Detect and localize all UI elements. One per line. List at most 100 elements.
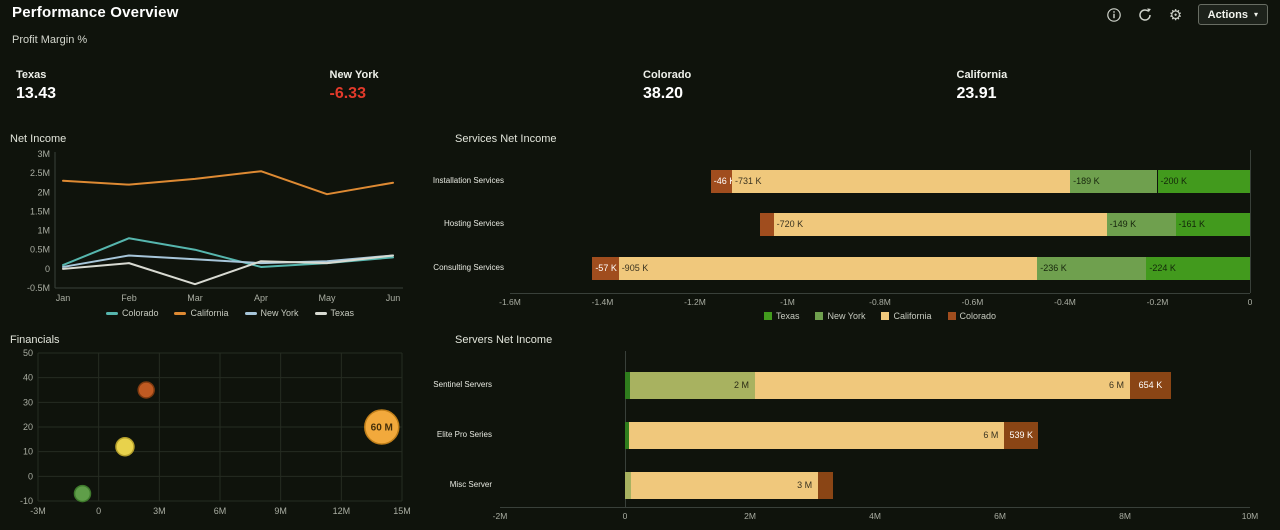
bubble-1[interactable] <box>73 484 92 503</box>
category-label-installation-services: Installation Services <box>432 176 504 185</box>
page-title: Performance Overview <box>12 4 179 21</box>
bar-value-label: -189 K <box>1073 176 1100 186</box>
bar-segment-elite-pro-series[interactable]: 6 M <box>629 421 1005 449</box>
y-tick-label: 1M <box>37 226 50 236</box>
legend-item-california[interactable]: California <box>881 311 932 321</box>
kpi-tile-colorado[interactable]: Colorado 38.20 <box>643 69 957 103</box>
profit-margin-section-label: Profit Margin % <box>12 34 88 46</box>
financials-plot[interactable]: -3M 0 3M 6M 9M 12M 15M 50 40 30 20 10 0 -10 60 M <box>10 349 450 521</box>
line-series-new-york[interactable] <box>62 254 394 268</box>
bar-value-label: 6 M <box>1108 380 1124 390</box>
bar-segment-sentinel-servers[interactable]: 2 M <box>630 371 755 399</box>
x-tick-label: 3M <box>153 506 166 516</box>
services-net-income-title: Services Net Income <box>455 133 557 145</box>
net-income-title: Net Income <box>10 133 67 145</box>
bar-segment-sentinel-servers[interactable]: 6 M <box>755 371 1130 399</box>
bar-segment-elite-pro-series[interactable]: 539 K <box>1004 421 1039 449</box>
legend-label: Texas <box>330 308 355 318</box>
bar-value-label: 6 M <box>983 430 999 440</box>
bar-value-label: -57 K <box>595 263 617 273</box>
bubble-value-label: 60 M <box>371 423 393 434</box>
x-tick-label: 4M <box>869 511 881 521</box>
info-icon[interactable] <box>1105 6 1123 24</box>
bar-segment-sentinel-servers[interactable]: 654 K <box>1130 371 1171 399</box>
x-axis-line <box>510 293 1250 294</box>
bubble-4[interactable] <box>364 409 400 445</box>
bubble-2[interactable] <box>115 436 135 457</box>
bar-value-label: -149 K <box>1109 219 1137 229</box>
x-tick-label: -1.2M <box>684 297 706 307</box>
servers-net-income-plot[interactable]: -2M 0 2M 4M 6M 8M 10M Sentinel Servers 2 M 6 M 654… <box>430 351 1275 529</box>
bar-segment-misc-server[interactable] <box>818 471 833 499</box>
kpi-label: Texas <box>16 69 47 81</box>
header: Performance Overview ⚙ Actions ▾ <box>0 0 1280 30</box>
legend-item-new-york[interactable]: New York <box>815 311 865 321</box>
line-series-california[interactable] <box>62 170 394 196</box>
y-tick-label: 40 <box>23 373 33 383</box>
x-tick-label: 12M <box>333 506 351 516</box>
bar-segment-hosting-services-new-york[interactable]: -149 K <box>1106 212 1176 236</box>
net-income-plot[interactable]: 3M 2.5M 2M 1.5M 1M 0.5M 0 -0.5M Jan Feb Mar Apr May J… <box>10 148 450 306</box>
x-tick-label: 8M <box>1119 511 1131 521</box>
bar-value-label: -731 K <box>735 176 762 186</box>
bar-value-label: -720 K <box>776 219 804 229</box>
y-tick-label: 3M <box>37 149 50 159</box>
bar-segment-consulting-services-california[interactable]: -905 K <box>618 256 1038 280</box>
legend-item-texas[interactable]: Texas <box>763 311 799 321</box>
line-series-colorado[interactable] <box>62 237 394 268</box>
refresh-icon[interactable] <box>1136 6 1154 24</box>
kpi-value: 38.20 <box>643 85 684 102</box>
kpi-label: California <box>956 69 1008 81</box>
legend-swatch <box>881 312 890 320</box>
actions-button[interactable]: Actions ▾ <box>1197 4 1268 25</box>
bar-value-label: -46 K <box>713 176 736 186</box>
y-tick-label: 30 <box>23 397 33 407</box>
category-label-sentinel-servers: Sentinel Servers <box>433 380 492 389</box>
kpi-tile-new-york[interactable]: New York -6.33 <box>330 69 644 103</box>
x-tick-label: 9M <box>274 506 287 516</box>
legend-swatch <box>815 312 824 320</box>
bar-segment-installation-services-california[interactable]: -731 K <box>732 169 1071 193</box>
zero-line <box>1250 150 1251 293</box>
legend-item-colorado[interactable]: Colorado <box>947 311 996 321</box>
y-tick-label: 0.5M <box>30 245 50 255</box>
x-tick-label: -2M <box>492 511 508 521</box>
bar-segment-sentinel-servers[interactable] <box>625 371 630 399</box>
bar-segment-installation-services-texas[interactable]: -200 K <box>1157 169 1250 193</box>
gear-icon[interactable]: ⚙ <box>1168 5 1183 24</box>
bar-segment-misc-server[interactable]: 3 M <box>630 471 819 499</box>
bubble-3[interactable] <box>137 381 155 399</box>
category-label-elite-pro-series: Elite Pro Series <box>436 430 492 439</box>
legend-item-new-york[interactable]: New York <box>244 308 299 318</box>
bar-segment-consulting-services-texas[interactable]: -224 K <box>1146 256 1250 280</box>
services-net-income-plot[interactable]: -1.6M -1.4M -1.2M -1M -0.8M -0.6M -0.4M -0.2M 0 I… <box>433 150 1275 308</box>
bar-segment-installation-services-colorado[interactable]: -46 K <box>710 169 735 193</box>
kpi-tile-california[interactable]: California 23.91 <box>957 69 1271 103</box>
services-net-income-legend: Texas New York California Colorado <box>510 311 1250 321</box>
bar-segment-consulting-services-new-york[interactable]: -236 K <box>1037 256 1147 280</box>
bar-segment-consulting-services-colorado[interactable]: -57 K <box>592 256 619 280</box>
bar-value-label: -161 K <box>1178 219 1206 229</box>
financials-title: Financials <box>10 334 60 346</box>
bar-value-label: 539 K <box>1009 430 1033 440</box>
kpi-row: Texas 13.43 New York -6.33 Colorado 38.20 Cali… <box>16 69 1270 103</box>
legend-item-colorado[interactable]: Colorado <box>105 308 158 318</box>
x-tick-label: -1.4M <box>591 297 614 307</box>
bar-segment-elite-pro-series[interactable] <box>625 421 630 449</box>
bar-segment-hosting-services-colorado[interactable] <box>759 212 774 236</box>
x-tick-label: 10M <box>1241 511 1259 521</box>
bar-value-label: 2 M <box>733 380 749 390</box>
bar-value-label: 654 K <box>1138 380 1163 390</box>
bar-segment-installation-services-new-york[interactable]: -189 K <box>1070 169 1158 193</box>
bar-segment-hosting-services-california[interactable]: -720 K <box>773 212 1107 236</box>
legend-item-california[interactable]: California <box>174 308 229 318</box>
bar-segment-hosting-services-texas[interactable]: -161 K <box>1175 212 1250 236</box>
legend-item-texas[interactable]: Texas <box>314 308 355 318</box>
legend-label: California <box>893 311 932 321</box>
kpi-tile-texas[interactable]: Texas 13.43 <box>16 69 330 103</box>
x-tick-label: 6M <box>214 506 227 516</box>
line-series-texas[interactable] <box>62 254 394 286</box>
bar-segment-misc-server[interactable] <box>625 471 631 499</box>
x-tick-label: Jan <box>56 293 71 303</box>
bar-value-label: 3 M <box>797 480 813 490</box>
